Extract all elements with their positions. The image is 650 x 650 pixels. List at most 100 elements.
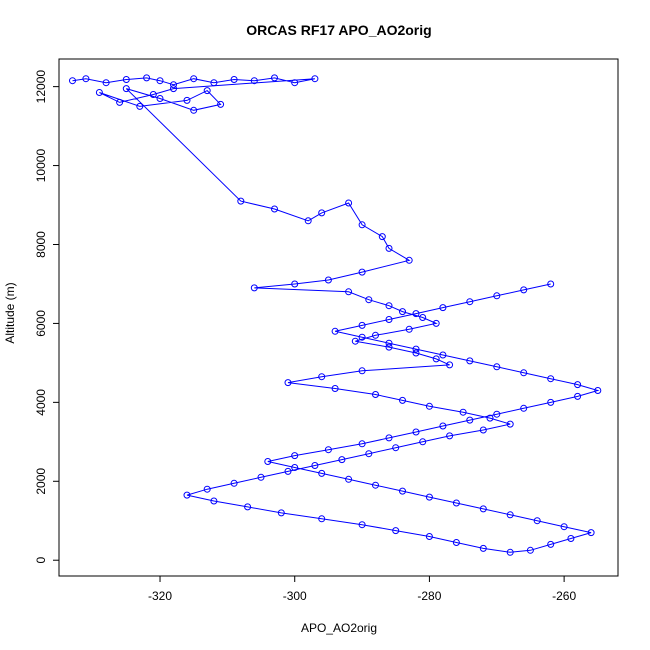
- data-point: [230, 479, 238, 487]
- data-point: [149, 91, 157, 98]
- data-point: [358, 440, 366, 448]
- y-tick-label: 8000: [34, 231, 48, 258]
- data-point: [291, 79, 299, 87]
- data-point: [419, 314, 427, 321]
- data-point: [385, 434, 393, 442]
- data-point: [594, 387, 602, 394]
- data-point: [412, 310, 420, 318]
- data-point: [183, 491, 191, 499]
- data-point: [506, 548, 514, 556]
- data-point: [486, 414, 494, 422]
- data-point: [264, 458, 272, 465]
- data-point: [466, 298, 474, 306]
- data-point: [190, 106, 198, 114]
- data-point: [324, 276, 332, 284]
- data-point: [244, 503, 252, 511]
- data-point: [291, 280, 299, 288]
- data-point: [412, 349, 420, 357]
- data-point: [446, 432, 454, 440]
- data-point: [345, 288, 353, 296]
- data-point: [345, 475, 353, 483]
- data-point: [378, 233, 386, 241]
- y-axis-label: Altitude (m): [3, 282, 17, 343]
- data-point: [277, 509, 285, 517]
- data-point: [392, 527, 400, 535]
- data-point: [358, 333, 366, 341]
- data-point: [203, 485, 211, 493]
- data-point: [385, 339, 393, 347]
- data-point: [425, 533, 433, 540]
- data-point: [156, 77, 164, 85]
- x-axis-label: APO_AO2orig: [301, 621, 377, 635]
- y-axis: 0 2000 4000 6000 8000 10000 12000: [34, 70, 59, 564]
- data-point: [365, 296, 373, 304]
- data-point: [560, 523, 568, 531]
- series-line: [72, 77, 600, 553]
- data-point: [520, 404, 528, 412]
- data-point: [452, 539, 460, 546]
- data-point: [291, 464, 299, 471]
- data-point: [358, 268, 366, 276]
- data-point: [432, 319, 440, 327]
- data-point: [425, 493, 433, 501]
- data-point: [425, 402, 433, 410]
- x-tick-label: -300: [283, 589, 307, 603]
- data-point: [439, 351, 447, 359]
- data-point: [69, 77, 76, 85]
- data-point: [493, 292, 501, 300]
- data-point: [399, 487, 406, 495]
- data-point: [318, 373, 326, 381]
- data-point: [385, 302, 393, 310]
- data-point: [372, 331, 379, 339]
- data-point: [183, 96, 191, 104]
- data-point: [479, 505, 487, 513]
- data-point: [284, 379, 292, 387]
- data-point: [95, 89, 103, 96]
- data-point: [210, 79, 218, 87]
- data-point: [318, 209, 326, 217]
- data-point: [466, 357, 474, 365]
- data-point: [466, 416, 474, 424]
- x-tick-label: -320: [148, 589, 172, 603]
- y-tick-label: 10000: [34, 149, 48, 183]
- data-point: [493, 410, 501, 418]
- y-tick-label: 0: [34, 557, 48, 564]
- data-point: [338, 456, 346, 464]
- data-point: [143, 74, 151, 82]
- data-point: [574, 392, 582, 400]
- data-series: [69, 74, 602, 556]
- data-point: [412, 345, 420, 353]
- data-point: [493, 363, 501, 371]
- data-point: [372, 391, 379, 398]
- data-point: [250, 77, 258, 85]
- data-point: [372, 481, 379, 489]
- data-point: [210, 497, 218, 505]
- data-point: [122, 85, 130, 93]
- data-point: [520, 369, 528, 377]
- data-point: [587, 529, 595, 537]
- data-point: [136, 102, 144, 110]
- data-point: [547, 375, 555, 383]
- y-tick-label: 2000: [34, 468, 48, 495]
- data-point: [405, 325, 413, 333]
- data-point: [567, 535, 575, 542]
- data-point: [345, 199, 353, 207]
- data-point: [331, 385, 339, 392]
- data-point: [432, 355, 440, 363]
- data-point: [385, 244, 393, 252]
- data-point: [365, 450, 373, 458]
- data-point: [526, 546, 534, 554]
- data-point: [318, 469, 326, 477]
- data-point: [284, 467, 292, 475]
- data-point: [358, 521, 366, 529]
- data-point: [479, 544, 487, 552]
- data-point: [358, 321, 366, 329]
- data-point: [405, 256, 413, 264]
- plot-frame: [58, 58, 619, 577]
- data-point: [399, 308, 406, 316]
- data-point: [324, 446, 332, 454]
- data-point: [358, 221, 366, 229]
- data-point: [506, 511, 514, 519]
- data-point: [385, 316, 393, 323]
